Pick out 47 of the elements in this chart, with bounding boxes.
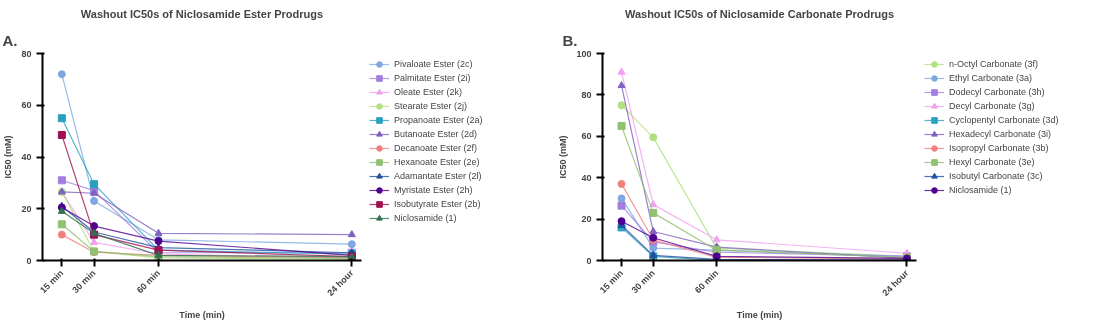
legend-label: Myristate Ester (2h) (394, 184, 473, 197)
y-tick-label: 0 (26, 255, 32, 266)
legend-label: Ethyl Carbonate (3a) (949, 72, 1033, 85)
legend-label: Pivaloate Ester (2c) (394, 58, 473, 71)
legend-label: Niclosamide (1) (949, 184, 1012, 197)
y-tick-label: 20 (21, 203, 32, 214)
legend-label: Hexanoate Ester (2e) (394, 156, 480, 169)
legend-label: Dodecyl Carbonate (3h) (949, 86, 1045, 99)
legend-label: Hexadecyl Carbonate (3i) (949, 128, 1052, 141)
x-axis-title: Time (min) (736, 309, 783, 320)
x-tick-label: 15 min (38, 267, 66, 296)
y-tick-label: 80 (581, 89, 592, 100)
x-tick-label: 60 min (134, 267, 163, 296)
y-tick-label: 60 (581, 131, 592, 142)
chart-title: Washout IC50s of Niclosamide Ester Prodrugs (80, 7, 324, 20)
legend-label: Propanoate Ester (2a) (394, 114, 483, 127)
legend-label: Decanoate Ester (2f) (394, 142, 478, 155)
legend-label: Oleate Ester (2k) (394, 86, 463, 99)
y-tick-label: 60 (21, 100, 32, 111)
legend-label: Cyclopentyl Carbonate (3d) (949, 114, 1059, 127)
y-axis-title: IC50 (mM) (3, 135, 14, 179)
y-tick-label: 100 (576, 48, 592, 59)
legend-label: Adamantate Ester (2l) (394, 170, 482, 183)
legend-label: Isopropyl Carbonate (3b) (949, 142, 1049, 155)
x-tick-label: 15 min (597, 267, 626, 296)
legend-label: Stearate Ester (2j) (394, 100, 468, 113)
y-tick-label: 20 (581, 214, 592, 225)
legend-label: Isobutyrate Ester (2b) (394, 198, 481, 211)
legend-label: Butanoate Ester (2d) (394, 128, 478, 141)
legend-label: Isobutyl Carbonate (3c) (949, 170, 1043, 183)
legend-label: Hexyl Carbonate (3e) (949, 156, 1035, 169)
x-tick-label: 60 min (692, 267, 721, 296)
chart-title: Washout IC50s of Niclosamide Carbonate Prodrugs (624, 7, 895, 20)
text: B. (562, 31, 578, 49)
x-axis-title: Time (min) (179, 309, 225, 320)
y-tick-label: 40 (21, 152, 32, 162)
legend-label: Niclosamide (1) (394, 212, 457, 225)
y-tick-label: 80 (21, 48, 32, 59)
legend-label: Palmitate Ester (2i) (394, 72, 471, 85)
y-tick-label: 0 (586, 255, 592, 266)
y-tick-label: 40 (581, 172, 592, 183)
y-axis-title: IC50 (mM) (558, 135, 569, 179)
x-tick-label: 30 min (629, 267, 657, 296)
legend-label: n-Octyl Carbonate (3f) (949, 58, 1039, 71)
legend-label: Decyl Carbonate (3g) (949, 100, 1035, 113)
text: A. (2, 31, 18, 49)
x-tick-label: 30 min (70, 267, 98, 296)
